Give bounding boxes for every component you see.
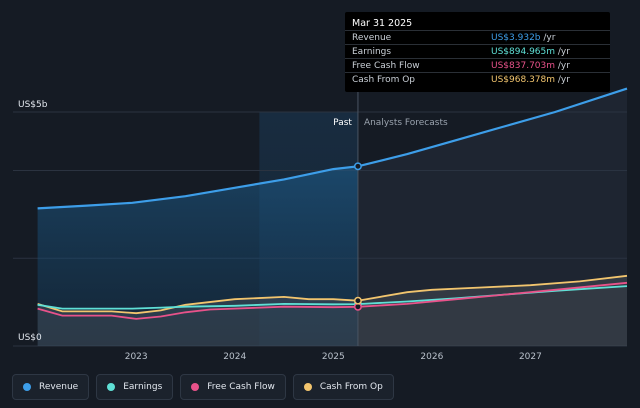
legend-label: Cash From Op <box>319 382 383 392</box>
series-line-free-cash-flow <box>37 281 628 320</box>
marker-cash-from-op <box>353 296 362 305</box>
chart-legend: Revenue Earnings Free Cash Flow Cash Fro… <box>12 374 394 400</box>
tooltip-label: Earnings <box>352 47 392 57</box>
tooltip-value: US$894.965m <box>491 47 556 57</box>
legend-item-earnings[interactable]: Earnings <box>96 374 174 400</box>
x-tick-label: 2024 <box>223 352 246 362</box>
marker-revenue <box>353 162 362 171</box>
y-axis-bottom-label: US$0 <box>18 333 42 343</box>
legend-dot-icon <box>23 383 31 391</box>
tooltip-label: Revenue <box>352 33 392 43</box>
tooltip-row-free-cash-flow: Free Cash Flow US$837.703m /yr <box>345 58 610 73</box>
legend-dot-icon <box>191 383 200 391</box>
tooltip-label: Cash From Op <box>352 75 416 85</box>
forecast-label: Analysts Forecasts <box>364 118 448 128</box>
tooltip-unit: /yr <box>555 75 570 85</box>
tooltip-unit: /yr <box>540 33 556 43</box>
legend-item-cash-from-op[interactable]: Cash From Op <box>292 374 394 400</box>
tooltip-value: US$968.378m <box>491 75 556 85</box>
tooltip-value: US$837.703m <box>491 61 556 71</box>
tooltip-label: Free Cash Flow <box>352 61 420 71</box>
y-axis-top-label: US$5b <box>18 100 48 110</box>
tooltip-unit: /yr <box>555 61 570 71</box>
tooltip-value: US$3.932b <box>491 33 541 43</box>
tooltip-unit: /yr <box>555 47 570 57</box>
revenue-forecast-area <box>357 88 627 346</box>
chart-area: US$5b US$0 Past Analysts Forecasts 2023 2024 2… <box>13 12 628 362</box>
x-tick-label: 2026 <box>420 352 443 362</box>
legend-label: Free Cash Flow <box>207 382 275 392</box>
legend-item-free-cash-flow[interactable]: Free Cash Flow <box>180 374 286 400</box>
legend-dot-icon <box>303 383 312 391</box>
series-line-revenue <box>37 87 628 210</box>
x-tick-label: 2025 <box>322 352 345 362</box>
tooltip-row-revenue: Revenue US$3.932b /yr <box>345 30 610 45</box>
legend-dot-icon <box>107 383 116 391</box>
legend-label: Revenue <box>39 382 79 392</box>
data-tooltip: Mar 31 2025 Revenue US$3.932b /yr Earnin… <box>345 12 610 92</box>
tooltip-date: Mar 31 2025 <box>352 18 413 29</box>
series-line-cash-from-op <box>37 274 628 315</box>
tooltip-row-earnings: Earnings US$894.965m /yr <box>345 44 610 59</box>
legend-item-revenue[interactable]: Revenue <box>12 374 90 400</box>
x-tick-label: 2027 <box>519 352 542 362</box>
past-label: Past <box>333 118 352 128</box>
legend-label: Earnings <box>123 382 163 392</box>
revenue-past-area <box>37 166 358 346</box>
x-tick-label: 2023 <box>125 352 148 362</box>
cash-area <box>37 275 628 346</box>
tooltip-row-cash-from-op: Cash From Op US$968.378m /yr <box>345 72 610 87</box>
